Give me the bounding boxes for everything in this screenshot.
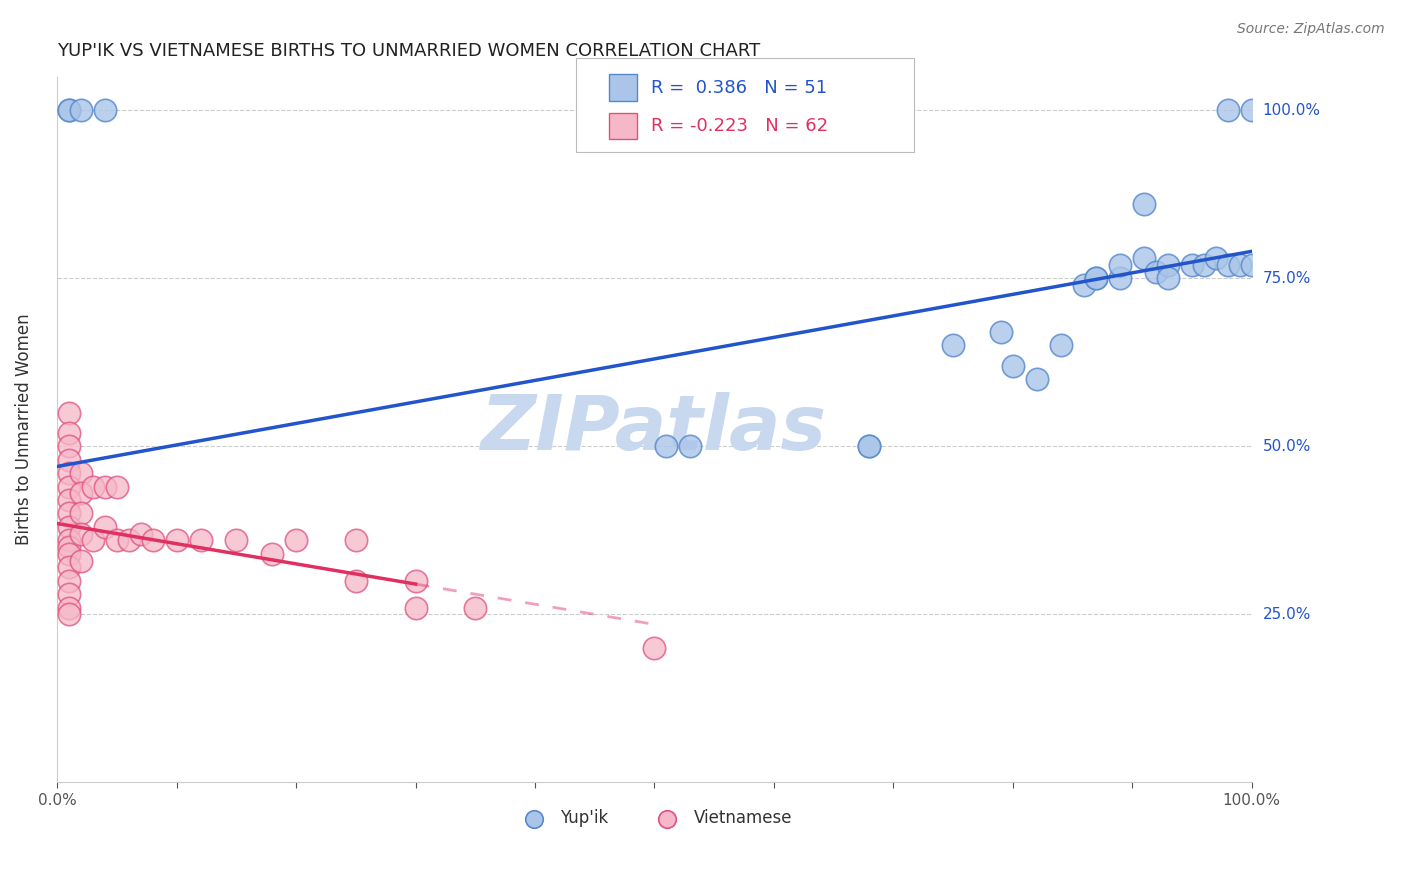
Point [58, 103, 80, 118]
Point [1144, 264, 1167, 278]
Point [142, 533, 165, 548]
Point [166, 533, 188, 548]
Y-axis label: Births to Unmarried Women: Births to Unmarried Women [15, 314, 32, 545]
Point [1216, 103, 1239, 118]
Point [1181, 258, 1204, 272]
Text: YUP'IK VS VIETNAMESE BIRTHS TO UNMARRIED WOMEN CORRELATION CHART: YUP'IK VS VIETNAMESE BIRTHS TO UNMARRIED… [58, 42, 761, 60]
Point [82, 533, 104, 548]
Text: ZIPatlas: ZIPatlas [481, 392, 828, 467]
Point [58, 425, 80, 440]
Point [58, 607, 80, 622]
Point [58, 540, 80, 554]
Point [679, 439, 702, 453]
Text: 75.0%: 75.0% [1263, 271, 1310, 285]
Point [58, 452, 80, 467]
Point [94, 520, 117, 534]
Point [58, 600, 80, 615]
Point [858, 439, 880, 453]
Text: R = -0.223   N = 62: R = -0.223 N = 62 [651, 117, 828, 135]
Point [58, 406, 80, 420]
Point [94, 103, 117, 118]
Point [1133, 197, 1156, 211]
Point [405, 600, 427, 615]
Point [1085, 271, 1108, 285]
Point [464, 600, 486, 615]
Point [655, 439, 678, 453]
Point [405, 574, 427, 588]
Point [1001, 359, 1024, 373]
Point [942, 338, 965, 352]
Point [225, 533, 247, 548]
Point [58, 574, 80, 588]
Point [70, 526, 93, 541]
Point [858, 439, 880, 453]
Point [70, 486, 93, 500]
Point [58, 439, 80, 453]
Point [82, 480, 104, 494]
Point [1049, 338, 1071, 352]
Point [190, 533, 212, 548]
Point [129, 526, 152, 541]
Point [58, 520, 80, 534]
Point [1205, 251, 1227, 265]
Text: 50.0%: 50.0% [1263, 439, 1310, 454]
Point [105, 480, 128, 494]
Point [58, 507, 80, 521]
Point [990, 325, 1012, 339]
Point [58, 466, 80, 480]
Point [344, 574, 367, 588]
Point [1073, 277, 1095, 292]
Text: Source: ZipAtlas.com: Source: ZipAtlas.com [1237, 22, 1385, 37]
Point [344, 533, 367, 548]
Point [70, 507, 93, 521]
Point [58, 533, 80, 548]
Point [1085, 271, 1108, 285]
Text: 25.0%: 25.0% [1263, 607, 1310, 622]
Point [1109, 258, 1132, 272]
Point [58, 547, 80, 561]
Point [285, 533, 308, 548]
Point [1157, 258, 1180, 272]
Point [58, 103, 80, 118]
Point [58, 480, 80, 494]
Point [1216, 258, 1239, 272]
Point [1192, 258, 1215, 272]
Point [1240, 103, 1263, 118]
Point [262, 547, 284, 561]
Point [1025, 372, 1047, 386]
Point [94, 480, 117, 494]
Point [58, 560, 80, 574]
Point [70, 553, 93, 567]
Point [70, 103, 93, 118]
Point [1229, 258, 1251, 272]
Point [643, 640, 665, 655]
Text: R =  0.386   N = 51: R = 0.386 N = 51 [651, 78, 827, 97]
Point [1157, 271, 1180, 285]
Point [58, 493, 80, 508]
Point [70, 466, 93, 480]
Point [105, 533, 128, 548]
Point [118, 533, 141, 548]
Text: 100.0%: 100.0% [1263, 103, 1320, 118]
Point [1133, 251, 1156, 265]
Point [58, 587, 80, 601]
Legend: Yup'ik, Vietnamese: Yup'ik, Vietnamese [510, 803, 799, 834]
Point [1240, 258, 1263, 272]
Point [1109, 271, 1132, 285]
